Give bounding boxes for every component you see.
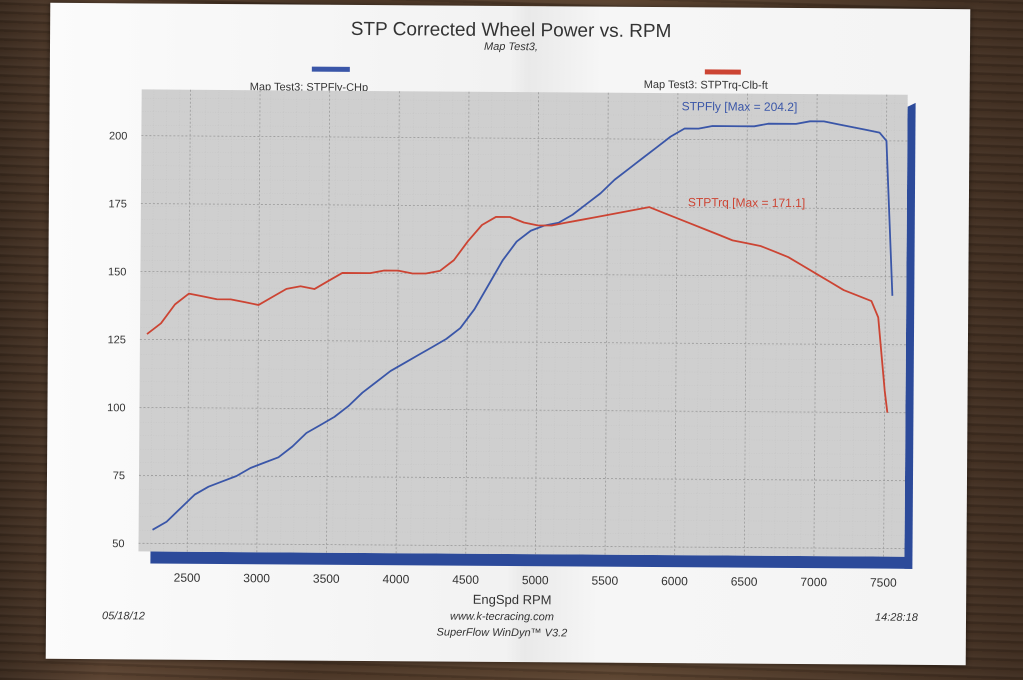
- x-gridline: [465, 91, 470, 554]
- torque-max-annotation: STPTrq [Max = 171.1]: [688, 195, 805, 210]
- footer-software: SuperFlow WinDyn™ V3.2: [437, 627, 568, 640]
- x-gridline: [326, 90, 331, 553]
- series-layer: [146, 120, 894, 531]
- y-tick-label: 50: [112, 538, 124, 550]
- y-tick-label: 125: [108, 334, 126, 346]
- x-gridline: [743, 93, 748, 556]
- x-tick-label: 4000: [383, 572, 410, 586]
- footer-website: www.k-tecracing.com: [450, 611, 554, 624]
- series-line-power: [152, 120, 894, 531]
- legend-swatch-power: [311, 66, 350, 72]
- y-tick-label: 75: [113, 470, 125, 482]
- dyno-chart: STP Corrected Wheel Power vs. RPM Map Te…: [102, 19, 919, 640]
- x-gridline: [604, 92, 609, 555]
- y-tick-label: 150: [108, 266, 126, 278]
- x-tick-label: 6000: [661, 574, 688, 588]
- legend-swatch-torque: [704, 69, 741, 75]
- series-line-torque: [146, 206, 889, 413]
- x-axis-ticks: 2500 3000 3500 4000 4500 5000 5500 6000 6500 7000…: [174, 571, 897, 590]
- plot-fine-grid: [138, 89, 908, 557]
- x-gridline: [256, 90, 261, 553]
- x-tick-label: 7000: [800, 575, 827, 589]
- dyno-printout: STP Corrected Wheel Power vs. RPM Map Te…: [45, 2, 971, 666]
- x-tick-label: 3500: [313, 572, 340, 586]
- x-gridline: [395, 91, 400, 554]
- x-axis-label: EngSpd RPM: [473, 592, 552, 608]
- x-tick-label: 3000: [243, 571, 270, 585]
- legend-label-torque: Map Test3: STPTrq-Clb-ft: [644, 79, 768, 92]
- x-gridline: [186, 89, 191, 552]
- y-tick-label: 100: [107, 402, 125, 414]
- plot-major-grid: [138, 89, 908, 557]
- chart-subtitle: Map Test3,: [484, 41, 538, 53]
- x-gridline: [534, 92, 540, 555]
- plot-shadow-right: [904, 102, 916, 569]
- y-axis-ticks: 50 75 100 125 150 175 200: [107, 130, 127, 550]
- y-tick-label: 200: [109, 130, 127, 142]
- x-tick-label: 6500: [731, 575, 758, 589]
- x-tick-label: 5000: [522, 573, 549, 587]
- x-tick-label: 4500: [452, 573, 479, 587]
- x-gridline: [813, 94, 818, 557]
- x-tick-label: 2500: [174, 571, 201, 585]
- x-tick-label: 7500: [870, 576, 897, 590]
- y-tick-label: 175: [108, 198, 126, 210]
- x-tick-label: 5500: [591, 574, 618, 588]
- chart-title: STP Corrected Wheel Power vs. RPM: [351, 19, 672, 42]
- x-gridline: [883, 94, 888, 557]
- power-max-annotation: STPFly [Max = 204.2]: [682, 99, 798, 114]
- plot-shadow-bottom: [150, 551, 913, 569]
- x-gridline: [674, 93, 679, 556]
- footer-time: 14:28:18: [875, 612, 919, 624]
- footer-date: 05/18/12: [102, 610, 145, 622]
